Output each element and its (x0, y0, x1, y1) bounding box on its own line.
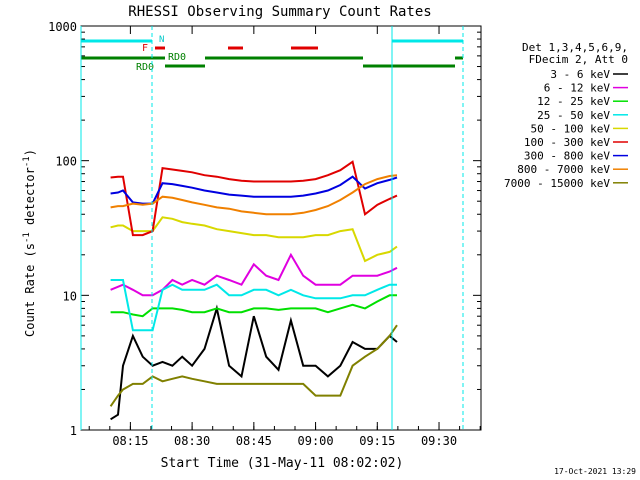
legend-label: 7000 - 15000 keV (504, 177, 610, 190)
y-tick-label: 1 (70, 424, 77, 438)
x-tick-label: 08:15 (112, 434, 148, 448)
series-line-25-50-kev (110, 279, 397, 332)
y-axis-label-sup2: -1 (22, 156, 32, 167)
legend-label: 3 - 6 keV (550, 68, 610, 81)
x-tick-label: 09:30 (421, 434, 457, 448)
y-axis-label-mid: detector (23, 167, 37, 232)
legend-label: 50 - 100 keV (531, 122, 611, 135)
y-axis-label-end: ) (23, 149, 37, 156)
legend-label: 800 - 7000 keV (517, 163, 610, 176)
x-axis-label: Start Time (31-May-11 08:02:02) (161, 456, 404, 471)
legend: Det 1,3,4,5,6,9,FDecim 2, Att 0 3 - 6 keV… (504, 41, 628, 190)
timestamp: 17-Oct-2021 13:29 (554, 467, 636, 476)
series-line-50-100-kev (110, 216, 398, 263)
f-flag-label: F (142, 43, 148, 54)
rd0-flag-label: RD0 (136, 62, 154, 73)
axes: 08:15 08:30 08:45 09:00 09:15 09:30 1 10 100 1000 (48, 20, 482, 448)
y-axis-label-sup1: -1 (22, 232, 32, 243)
x-tick-label: 09:00 (298, 434, 334, 448)
series-line-6-12-kev (110, 252, 398, 297)
n-flag-label: N (159, 35, 164, 45)
legend-label: 100 - 300 keV (524, 136, 610, 149)
series-line-3-6-kev (110, 304, 398, 421)
chart-title: RHESSI Observing Summary Count Rates (128, 4, 431, 20)
status-flags: N F RD0 RD0 (81, 35, 463, 73)
x-tick-label: 09:15 (359, 434, 395, 448)
series-line-100-300-kev (110, 160, 398, 237)
series-line-12-25-kev (110, 294, 397, 318)
attenuator-lines (80, 26, 464, 430)
rd0-flag-label: RD0 (168, 52, 186, 63)
legend-label: 6 - 12 keV (544, 82, 611, 95)
legend-header: Det 1,3,4,5,6,9, (522, 41, 628, 54)
series-line-800-7000-kev (110, 174, 398, 216)
y-tick-label: 10 (63, 289, 77, 303)
legend-label: 25 - 50 keV (537, 109, 610, 122)
y-axis-label-main: Count Rate (s (23, 243, 37, 337)
series-layer (109, 160, 398, 421)
x-tick-label: 08:45 (236, 434, 272, 448)
legend-label: 300 - 800 keV (524, 150, 610, 163)
y-tick-label: 1000 (48, 20, 77, 34)
y-tick-label: 100 (55, 155, 77, 169)
legend-header: FDecim 2, Att 0 (529, 53, 628, 66)
series-line-7000-15000-kev (109, 324, 398, 407)
x-tick-label: 08:30 (174, 434, 210, 448)
legend-label: 12 - 25 keV (537, 95, 610, 108)
y-axis-label: Count Rate (s-1 detector-1) (22, 149, 37, 337)
